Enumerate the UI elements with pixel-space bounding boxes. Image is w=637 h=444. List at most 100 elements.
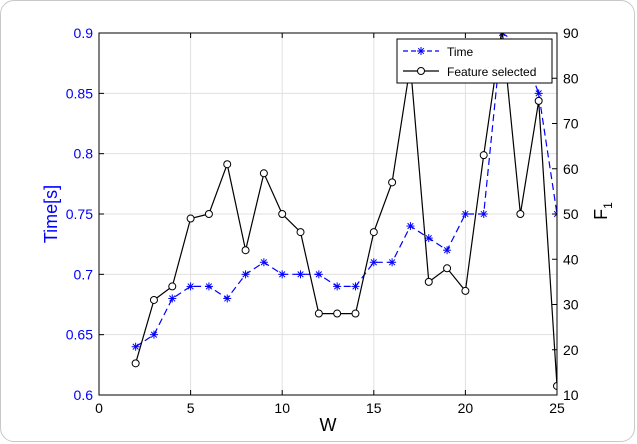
y-right-tick-label: 40	[563, 251, 579, 267]
feature-selected-point	[149, 295, 158, 304]
asterisk-stroke	[242, 271, 249, 278]
time-point	[479, 210, 488, 218]
feature-selected-point	[499, 25, 506, 32]
y-right-tick-label: 60	[563, 161, 579, 177]
y-right-tick-label: 90	[563, 25, 579, 41]
x-tick-label: 20	[458, 400, 474, 416]
asterisk-stroke	[480, 210, 487, 218]
asterisk-stroke	[501, 33, 506, 37]
feature-selected-point	[204, 210, 213, 218]
axis-labels: W Time[s] F1	[41, 185, 615, 435]
asterisk-stroke	[370, 259, 377, 266]
y-axis-label-left: Time[s]	[41, 185, 61, 243]
y-left-tick-label: 0.65	[66, 327, 93, 343]
time-point	[534, 89, 543, 98]
time-point	[204, 282, 213, 291]
feature-selected-point	[168, 282, 177, 291]
feature-selected-point	[259, 169, 268, 178]
asterisk-stroke	[407, 222, 414, 230]
feature-selected-point	[388, 178, 397, 187]
time-point	[369, 258, 378, 267]
axes: 0 5 10 15 20 25 0.6 0.65 0.7 0.75 0.8 0.85 0.9 10 20 30…	[66, 25, 579, 416]
x-tick-label: 0	[95, 400, 103, 416]
y-right-tick-label: 80	[563, 70, 579, 86]
time-point	[424, 234, 433, 243]
legend-feature-label: Feature selected	[447, 65, 536, 79]
asterisk-stroke	[315, 271, 323, 278]
time-point	[351, 282, 360, 291]
time-point	[296, 270, 305, 279]
asterisk-stroke	[169, 295, 176, 302]
y-right-tick-label: 70	[563, 116, 579, 132]
feature-selected-point	[278, 210, 287, 218]
y-right-tick-label: 50	[563, 206, 579, 222]
feature-selected-point	[369, 228, 378, 237]
y-left-tick-label: 0.85	[66, 85, 93, 101]
time-point	[259, 258, 268, 267]
feature-selected-point	[534, 96, 543, 105]
asterisk-stroke	[417, 47, 425, 55]
asterisk-stroke	[498, 33, 503, 37]
time-point	[131, 342, 140, 351]
time-point	[333, 282, 342, 291]
time-point	[186, 282, 195, 291]
feature-selected-point	[479, 151, 488, 160]
feature-selected-point	[443, 264, 452, 273]
asterisk-stroke	[279, 271, 286, 278]
legend-time-asterisk	[417, 47, 425, 55]
legend-feature-marker	[417, 67, 425, 75]
legend-box	[396, 38, 553, 84]
x-tick-label: 15	[366, 400, 382, 416]
series-layer	[131, 25, 557, 390]
asterisk-stroke	[260, 259, 268, 266]
asterisk-stroke	[150, 331, 158, 338]
feature-selected-point	[314, 309, 323, 318]
feature-selected-point	[223, 160, 232, 169]
grid	[98, 32, 558, 396]
y-axis-label-right-subscript: 1	[601, 202, 615, 209]
asterisk-stroke	[297, 271, 304, 278]
feature-selected-point	[131, 359, 140, 368]
asterisk-stroke	[205, 283, 213, 290]
y-left-tick-label: 0.75	[66, 206, 93, 222]
feature-selected-point	[333, 309, 342, 318]
time-point	[406, 222, 415, 231]
time-point	[388, 258, 397, 267]
time-point	[278, 270, 287, 279]
feature-selected-point	[461, 286, 470, 295]
y-right-tick-label: 20	[563, 342, 579, 358]
asterisk-stroke	[443, 247, 451, 254]
y-right-tick-label: 10	[563, 387, 579, 403]
time-point	[443, 246, 452, 255]
x-axis-label: W	[320, 415, 337, 435]
asterisk-stroke	[553, 213, 557, 218]
y-left-tick-label: 0.7	[74, 266, 94, 282]
time-point	[149, 330, 158, 339]
time-point	[223, 294, 232, 303]
asterisk-stroke	[535, 90, 542, 97]
asterisk-stroke	[224, 295, 231, 302]
asterisk-stroke	[425, 234, 432, 242]
feature-selected-point	[351, 309, 360, 318]
feature-selected-point	[296, 228, 305, 237]
x-tick-label: 10	[274, 400, 290, 416]
time-point	[314, 270, 323, 279]
time-point	[168, 294, 177, 303]
feature-selected-point	[553, 381, 557, 390]
asterisk-stroke	[553, 210, 557, 215]
y-left-tick-label: 0.9	[74, 25, 94, 41]
legend-time-marker	[417, 47, 425, 55]
time-point	[241, 270, 250, 279]
asterisk-stroke	[132, 343, 139, 350]
feature-selected-point	[186, 214, 195, 223]
legend: Time Feature selected	[396, 38, 553, 84]
y-left-tick-label: 0.6	[74, 387, 94, 403]
time-point	[461, 210, 470, 218]
time-point	[498, 33, 507, 37]
legend-time-label: Time	[447, 45, 474, 59]
y-axis-label-right-main: F	[591, 209, 611, 220]
y-right-tick-label: 30	[563, 297, 579, 313]
y-left-tick-label: 0.8	[74, 146, 94, 162]
